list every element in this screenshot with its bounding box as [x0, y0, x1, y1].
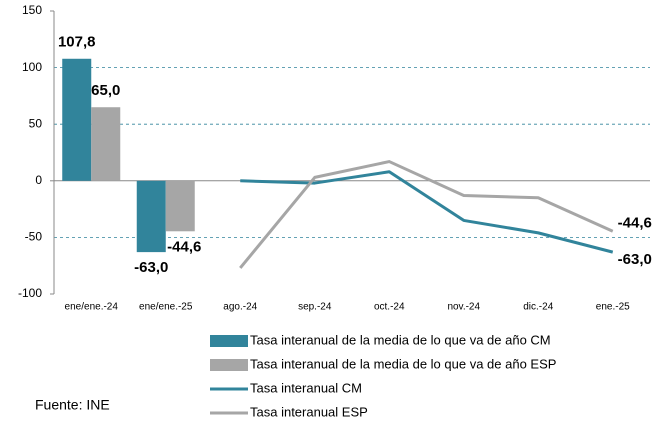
line	[240, 170, 614, 254]
line	[239, 160, 614, 269]
data-label: -44,6	[618, 214, 652, 231]
bar	[62, 58, 92, 181]
y-tick-label: -100	[18, 286, 42, 300]
data-label: -63,0	[618, 251, 652, 268]
legend-swatch	[210, 359, 248, 371]
bar	[136, 180, 166, 253]
y-tick-label: 100	[22, 60, 42, 74]
x-tick-label: nov.-24	[447, 302, 480, 313]
legend-label: Tasa interanual de la media de lo que va…	[250, 356, 556, 371]
x-tick-label: ene/ene.-25	[139, 302, 193, 313]
data-label: -63,0	[134, 259, 168, 276]
y-tick-label: 0	[35, 173, 42, 187]
legend-label: Tasa interanual de la media de lo que va…	[250, 332, 551, 347]
legend-swatch	[210, 335, 248, 347]
x-tick-label: ene.-25	[596, 302, 630, 313]
source-note: Fuente: INE	[35, 397, 110, 413]
bar	[165, 180, 195, 232]
x-tick-label: ene/ene.-24	[65, 302, 119, 313]
x-tick-label: sep.-24	[298, 302, 332, 313]
bar	[91, 107, 121, 181]
legend-label: Tasa interanual CM	[250, 380, 362, 395]
y-tick-label: 50	[29, 116, 43, 130]
x-tick-label: ago.-24	[223, 302, 257, 313]
data-label: 107,8	[58, 34, 96, 51]
data-label: 65,0	[91, 82, 120, 99]
data-label: -44,6	[167, 238, 201, 255]
y-tick-label: -50	[25, 230, 43, 244]
x-tick-label: dic.-24	[523, 302, 553, 313]
legend-label: Tasa interanual ESP	[250, 404, 368, 419]
x-tick-label: oct.-24	[374, 302, 405, 313]
y-tick-label: 150	[22, 3, 42, 17]
